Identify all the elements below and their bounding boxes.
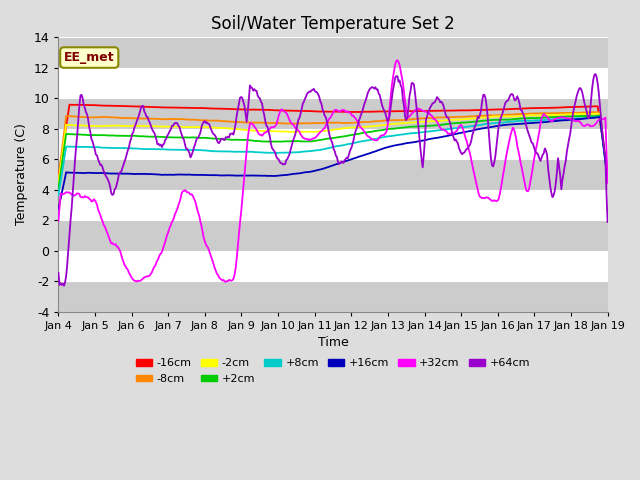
Bar (58, 220, 607, 251)
+2cm (591, 113, 598, 119)
+16cm (596, 114, 604, 120)
Title: Soil/Water Temperature Set 2: Soil/Water Temperature Set 2 (211, 15, 455, 33)
+64cm (506, 94, 513, 100)
+64cm (591, 71, 599, 77)
X-axis label: Time: Time (317, 336, 348, 349)
+8cm (596, 114, 604, 120)
Legend: -16cm, -8cm, -2cm, +2cm, +8cm, +16cm, +32cm, +64cm: -16cm, -8cm, -2cm, +2cm, +8cm, +16cm, +3… (131, 354, 534, 388)
-16cm (506, 106, 513, 112)
+16cm (54, 206, 62, 212)
-8cm (591, 109, 598, 115)
-16cm (591, 103, 599, 109)
+8cm (604, 176, 611, 182)
+32cm (507, 132, 515, 137)
Text: EE_met: EE_met (64, 51, 115, 64)
+16cm (381, 145, 389, 151)
+64cm (593, 74, 600, 80)
+32cm (317, 129, 324, 135)
-16cm (353, 109, 360, 115)
Line: +2cm: +2cm (58, 116, 607, 188)
+32cm (593, 120, 600, 126)
Line: -16cm: -16cm (58, 105, 607, 178)
+2cm (505, 117, 513, 122)
+2cm (604, 176, 611, 181)
Line: +16cm: +16cm (58, 117, 607, 209)
+8cm (319, 146, 326, 152)
+32cm (320, 126, 328, 132)
+64cm (320, 109, 328, 115)
+8cm (54, 192, 62, 198)
-2cm (54, 180, 62, 186)
Bar (58, 159, 607, 190)
+64cm (383, 114, 390, 120)
+64cm (604, 219, 611, 225)
+64cm (60, 283, 68, 288)
+32cm (353, 117, 360, 123)
+16cm (604, 176, 611, 182)
+32cm (54, 218, 62, 224)
Bar (58, 281, 607, 312)
+8cm (352, 140, 360, 145)
Line: +8cm: +8cm (58, 117, 607, 195)
+16cm (505, 121, 513, 127)
-8cm (596, 109, 604, 115)
Line: -2cm: -2cm (58, 114, 607, 183)
-2cm (604, 175, 611, 180)
-16cm (320, 108, 328, 114)
Bar (58, 251, 607, 281)
Line: -8cm: -8cm (58, 112, 607, 179)
Bar (58, 37, 607, 68)
-16cm (604, 168, 611, 174)
-8cm (381, 118, 389, 123)
-16cm (66, 102, 74, 108)
+16cm (319, 166, 326, 172)
+32cm (604, 180, 611, 186)
Bar (58, 129, 607, 159)
+2cm (381, 127, 389, 132)
+2cm (316, 137, 323, 143)
Y-axis label: Temperature (C): Temperature (C) (15, 123, 28, 226)
-2cm (352, 124, 360, 130)
+2cm (319, 137, 326, 143)
+64cm (353, 126, 360, 132)
-16cm (383, 108, 390, 114)
+8cm (316, 147, 323, 153)
-2cm (591, 111, 598, 117)
+2cm (54, 185, 62, 191)
+8cm (381, 134, 389, 140)
+32cm (394, 58, 401, 63)
-8cm (316, 120, 323, 126)
-2cm (593, 111, 600, 117)
-8cm (352, 120, 360, 125)
-8cm (54, 176, 62, 181)
+16cm (316, 167, 323, 173)
+32cm (383, 129, 390, 135)
Bar (58, 98, 607, 129)
-2cm (381, 122, 389, 128)
-2cm (505, 114, 513, 120)
-8cm (505, 112, 513, 118)
+2cm (596, 113, 604, 119)
+64cm (317, 99, 324, 105)
+32cm (222, 279, 230, 285)
-8cm (319, 120, 326, 126)
+8cm (591, 115, 598, 120)
-2cm (319, 128, 326, 134)
-2cm (316, 129, 323, 134)
+64cm (54, 270, 62, 276)
-16cm (54, 175, 62, 180)
Bar (58, 190, 607, 220)
-8cm (604, 174, 611, 180)
-16cm (317, 108, 324, 114)
+8cm (505, 119, 513, 124)
Line: +64cm: +64cm (58, 74, 607, 286)
+16cm (352, 155, 360, 161)
+16cm (591, 115, 598, 120)
+2cm (352, 132, 360, 137)
Line: +32cm: +32cm (58, 60, 607, 282)
Bar (58, 68, 607, 98)
